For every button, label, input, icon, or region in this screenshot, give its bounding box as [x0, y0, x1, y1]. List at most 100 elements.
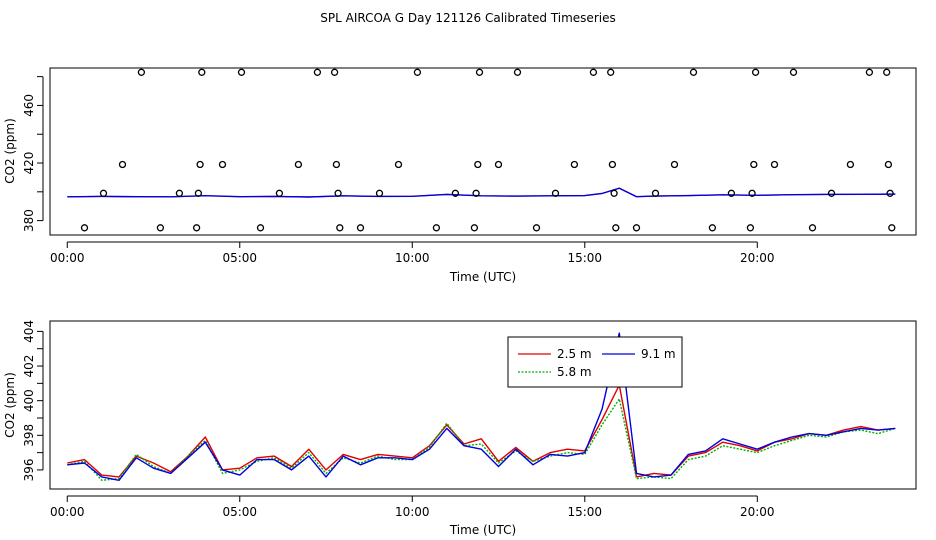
top-y-axis: 380 420 460 [22, 76, 44, 232]
top-y-tick-label: 460 [22, 94, 36, 117]
bottom-lines-layer [67, 332, 896, 481]
top-x-tick-label: 15:00 [567, 251, 602, 265]
calibration-point [651, 189, 660, 197]
calibration-point [294, 160, 303, 169]
calibration-point [196, 160, 204, 169]
calibration-point [175, 189, 184, 197]
calibration-point [670, 160, 679, 169]
series-line-2-5-m [67, 384, 896, 478]
calibration-point [336, 224, 344, 232]
calibration-point [551, 189, 560, 197]
bottom-panel: 00:00 05:00 10:00 15:00 20:00 396 398 400 402 40… [3, 320, 917, 537]
calibration-point [751, 68, 760, 76]
calibration-point [808, 224, 817, 232]
calibration-point [413, 68, 422, 76]
bottom-y-tick-label: 396 [22, 458, 36, 481]
top-x-tick-label: 10:00 [395, 251, 430, 265]
bottom-x-tick-label: 15:00 [567, 505, 602, 519]
bottom-y-tick-label: 398 [22, 424, 36, 447]
calibration-point [689, 68, 698, 76]
calibration-point [356, 224, 365, 232]
bottom-x-tick-label: 00:00 [50, 505, 85, 519]
calibration-point [607, 68, 615, 76]
calibration-point [886, 189, 894, 197]
calibration-point [865, 68, 874, 76]
calibration-point [218, 160, 227, 169]
calibration-point [118, 160, 127, 169]
calibration-point [827, 189, 836, 197]
bottom-y-tick-label: 404 [22, 320, 36, 343]
calibration-point [156, 224, 165, 232]
legend-label-9-1m: 9.1 m [641, 347, 676, 361]
calibration-point [137, 68, 146, 76]
top-y-axis-label: CO2 (ppm) [3, 118, 17, 184]
series-line-9-1-m [67, 332, 896, 481]
bottom-y-tick-label: 400 [22, 389, 36, 412]
calibration-point [532, 224, 541, 232]
top-x-axis-label: Time (UTC) [449, 270, 516, 284]
legend: 2.5 m 9.1 m 5.8 m [507, 336, 683, 388]
bottom-y-axis-label: CO2 (ppm) [3, 372, 17, 438]
calibration-point [632, 224, 641, 232]
calibration-point [334, 189, 342, 197]
top-x-tick-label: 00:00 [50, 251, 85, 265]
calibration-point [846, 160, 855, 169]
calibration-point [313, 68, 322, 76]
top-x-tick-label: 20:00 [740, 251, 775, 265]
legend-label-5-8m: 5.8 m [557, 365, 592, 379]
calibration-point [748, 189, 756, 197]
calibration-point [198, 68, 206, 76]
calibration-point [470, 224, 479, 232]
top-x-tick-label: 05:00 [222, 251, 257, 265]
calibration-point [589, 68, 598, 76]
calibration-point [237, 68, 246, 76]
calibration-point [883, 68, 891, 76]
figure-title: SPL AIRCOA G Day 121126 Calibrated Times… [320, 11, 615, 25]
calibration-point [789, 68, 798, 76]
calibration-point [472, 189, 480, 197]
top-points-layer [80, 68, 896, 232]
top-panel: 00:00 05:00 10:00 15:00 20:00 380 420 460 Time… [3, 67, 917, 284]
calibration-point [608, 160, 617, 169]
bottom-x-axis-label: Time (UTC) [449, 523, 516, 537]
calibration-point [610, 189, 618, 197]
legend-box [507, 336, 683, 388]
bottom-x-tick-label: 20:00 [740, 505, 775, 519]
calibration-point [727, 189, 736, 197]
calibration-point [275, 189, 284, 197]
bottom-plot-frame [49, 320, 917, 490]
calibration-point [375, 189, 384, 197]
calibration-point [194, 189, 203, 197]
top-y-tick-label: 380 [22, 209, 36, 232]
calibration-point [330, 68, 339, 76]
bottom-x-tick-label: 05:00 [222, 505, 257, 519]
bottom-y-tick-label: 402 [22, 355, 36, 378]
calibration-point [475, 68, 484, 76]
bottom-x-tick-label: 10:00 [395, 505, 430, 519]
bottom-x-axis: 00:00 05:00 10:00 15:00 20:00 [50, 495, 775, 519]
legend-label-2-5m: 2.5 m [557, 347, 592, 361]
calibration-point [884, 160, 893, 169]
calibration-point [394, 160, 403, 169]
top-plot-frame [49, 67, 917, 236]
calibration-point [451, 189, 460, 197]
calibration-point [888, 224, 896, 232]
calibration-point [570, 160, 579, 169]
calibration-point [256, 224, 265, 232]
calibration-point [99, 189, 108, 197]
top-baseline-layer [67, 187, 896, 198]
calibration-point [332, 160, 341, 169]
top-baseline-blue [67, 187, 896, 198]
top-y-tick-label: 420 [22, 152, 36, 175]
calibration-point [770, 160, 779, 169]
calibration-point [432, 224, 441, 232]
calibration-point [750, 160, 758, 169]
calibration-point [474, 160, 482, 169]
calibration-point [513, 68, 522, 76]
calibration-point [612, 224, 620, 232]
calibration-point [494, 160, 503, 169]
calibration-point [708, 224, 717, 232]
top-x-axis: 00:00 05:00 10:00 15:00 20:00 [50, 241, 775, 265]
calibration-point [746, 224, 755, 232]
